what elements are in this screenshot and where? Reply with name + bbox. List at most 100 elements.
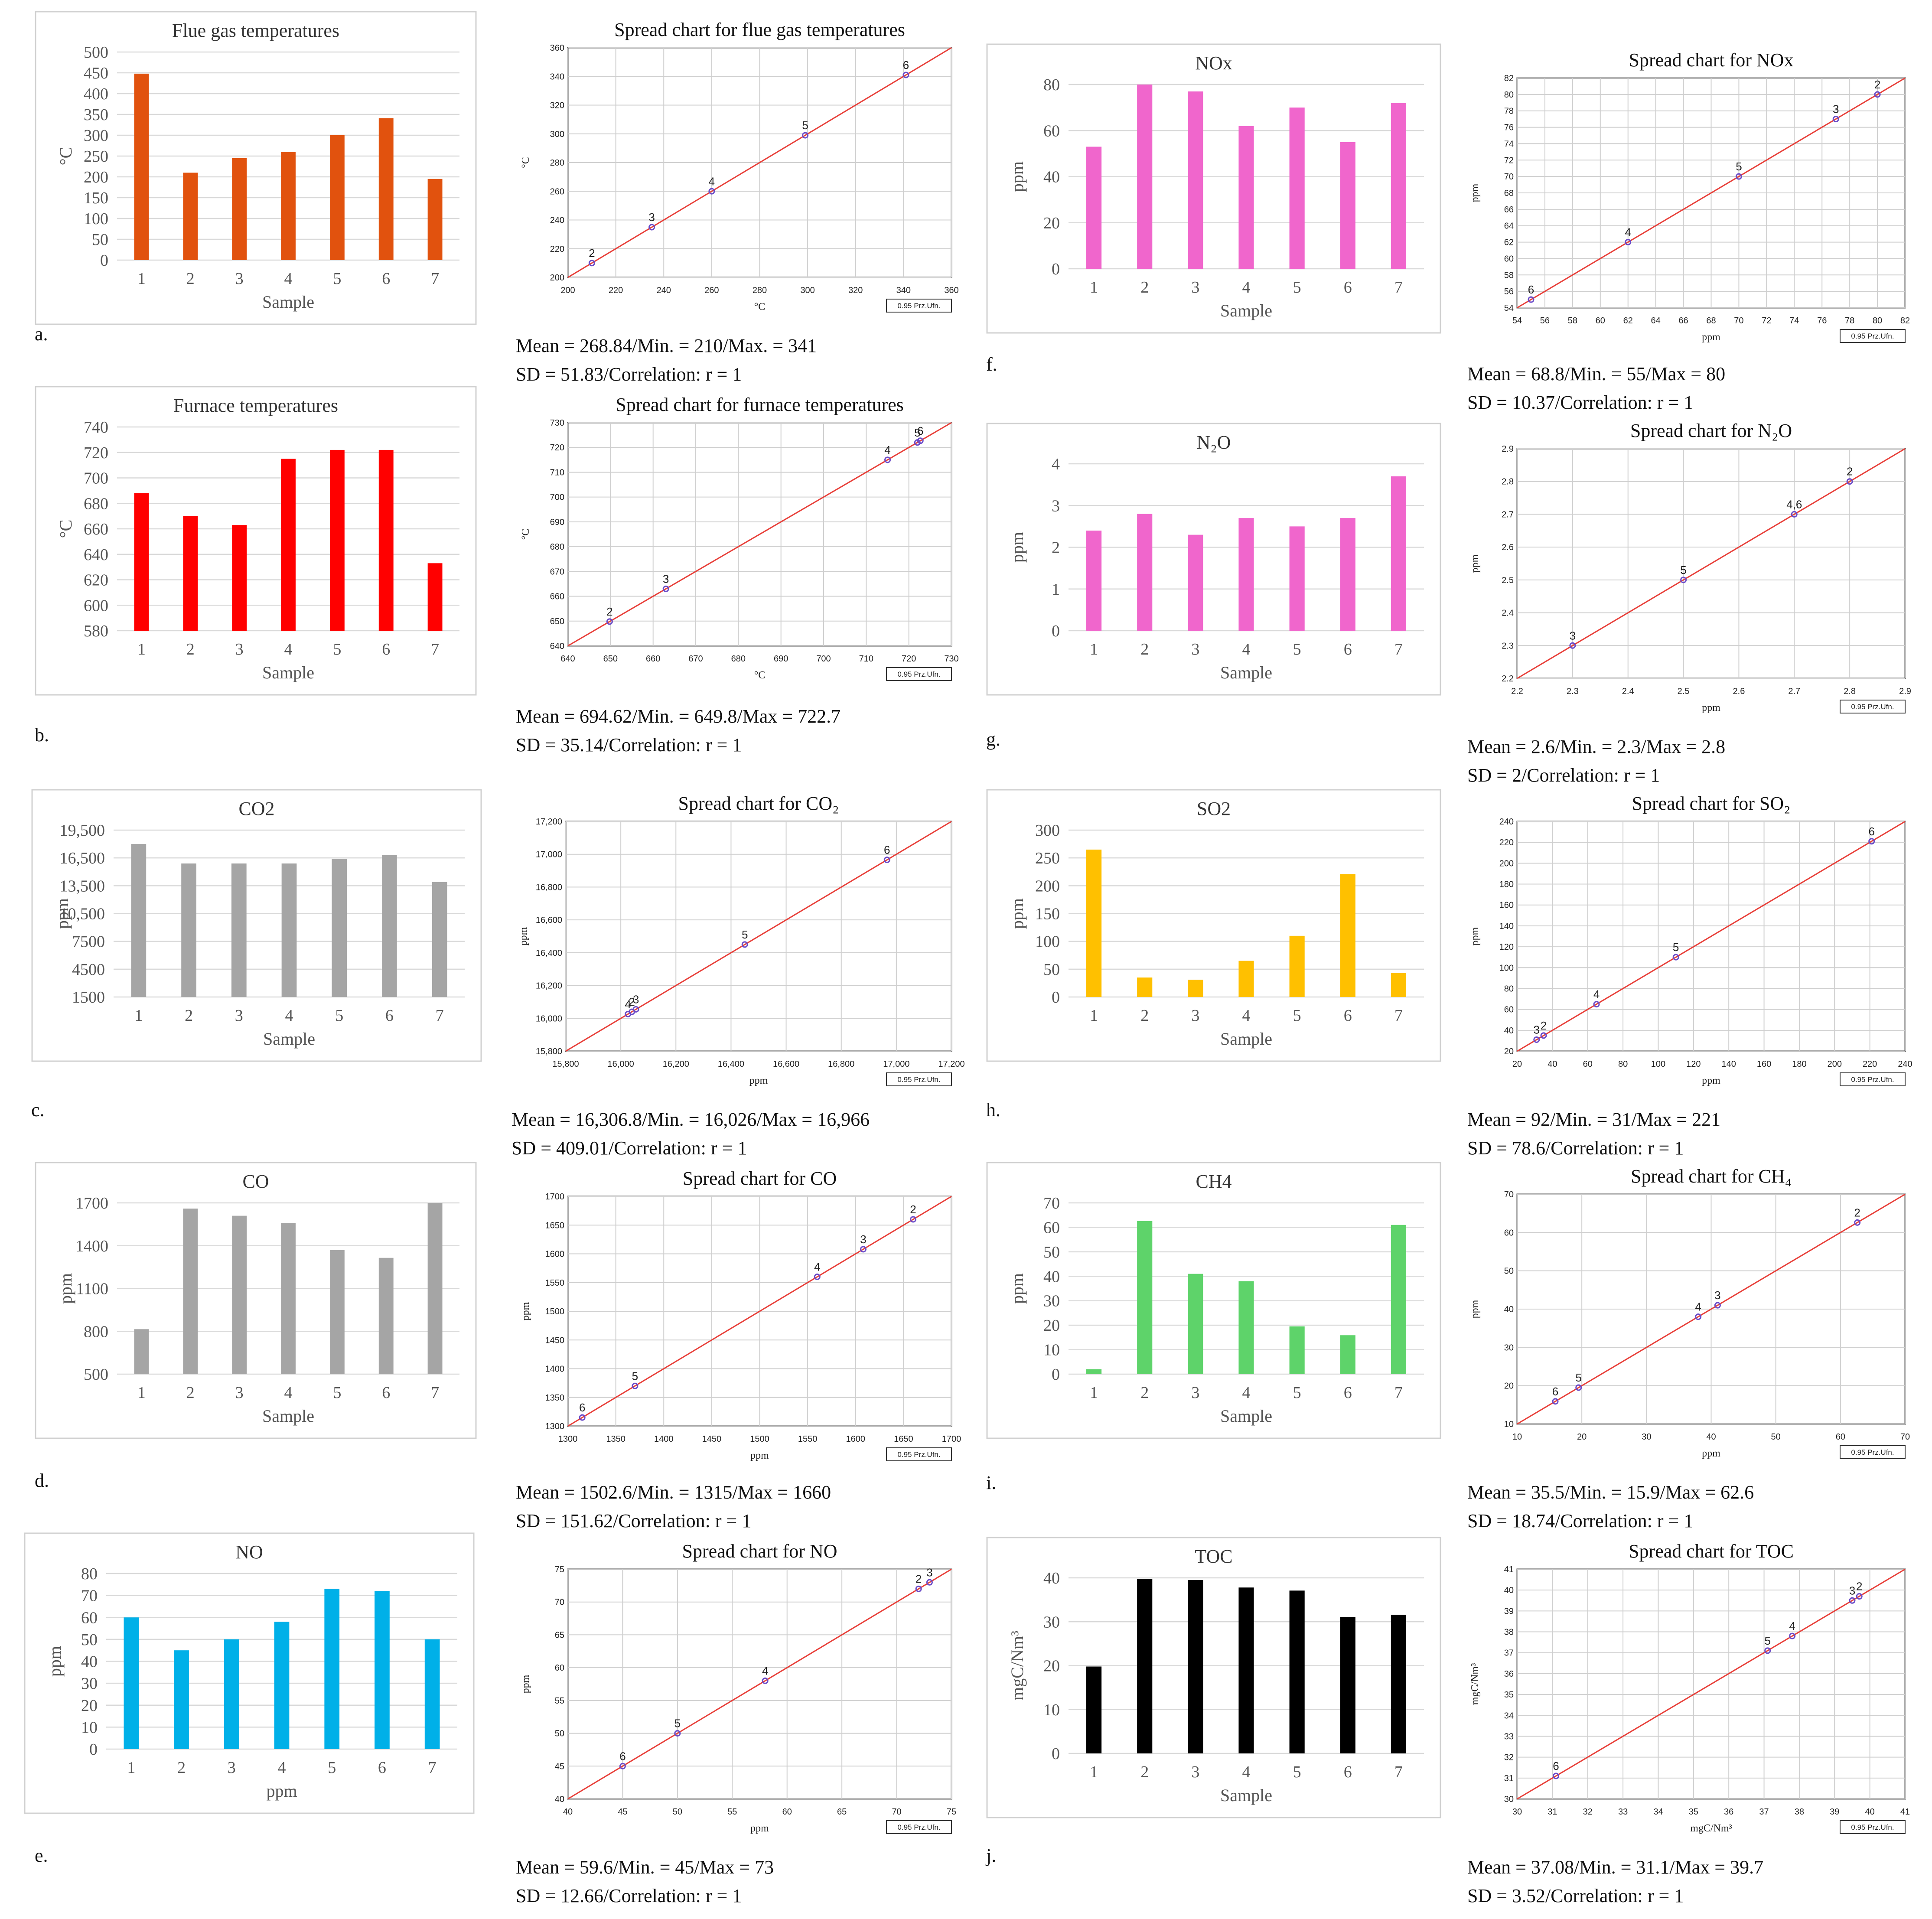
panel-label-j: j. <box>986 1845 997 1866</box>
y-tick-label: 680 <box>84 495 108 513</box>
bar <box>1340 142 1355 269</box>
data-point <box>579 1414 586 1421</box>
y-tick-label: 37 <box>1504 1649 1514 1658</box>
y-axis-title: ppm <box>518 927 529 945</box>
chart-title: TOC <box>1195 1546 1232 1567</box>
stats-j-line1: Mean = 37.08/Min. = 31.1/Max = 39.7 <box>1467 1857 1764 1878</box>
y-axis-title: ppm <box>52 898 72 929</box>
y-tick-label: 670 <box>550 567 564 577</box>
y-tick-label: 700 <box>550 493 564 502</box>
y-tick-label: 1400 <box>75 1237 108 1255</box>
co-spread-chart: Spread chart for CO 1300 1350 1400 1450 1500 1… <box>520 1168 961 1461</box>
bar <box>1188 534 1203 631</box>
point-label: 3 <box>1833 103 1839 116</box>
y-axis-title: ppm <box>1469 927 1481 945</box>
x-axis-title: Sample <box>1220 1406 1272 1426</box>
ch4-bar-chart: CH4 0 10 20 30 40 50 60 70 1 2 3 4 5 6 7 Sample ppm <box>986 1162 1441 1439</box>
y-tick-label: 20 <box>1043 214 1060 232</box>
bar <box>378 450 394 631</box>
x-tick-label: 7 <box>1394 278 1403 296</box>
y-axis-title: mgC/Nm³ <box>1007 1631 1027 1701</box>
point-label: 5 <box>1736 160 1742 173</box>
panel-label-f: f. <box>986 354 997 375</box>
bar <box>1391 103 1406 269</box>
y-tick-label: 70 <box>1504 172 1514 182</box>
y-tick-label: 16,400 <box>536 948 562 958</box>
y-tick-label: 75 <box>555 1565 564 1574</box>
y-tick-label: 0 <box>100 251 108 270</box>
data-point <box>1528 296 1535 303</box>
chart-frame <box>35 11 477 325</box>
x-tick-label: 6 <box>1344 278 1352 296</box>
y-tick-label: 54 <box>1504 303 1514 313</box>
x-tick-label: 4 <box>1242 1007 1251 1025</box>
confidence-legend-label: 0.95 Prz.Ufn. <box>1851 703 1894 711</box>
so2-spread-chart: Spread chart for SO₂ 20 40 60 80 100 120 140 160… <box>1469 793 1912 1086</box>
confidence-legend-label: 0.95 Prz.Ufn. <box>897 1823 940 1831</box>
y-tick-label: 600 <box>84 596 108 615</box>
x-axis-title: Sample <box>1220 1785 1272 1805</box>
bar <box>124 1617 139 1749</box>
chart-title: Spread chart for flue gas temperatures <box>614 19 905 40</box>
x-axis-title: ppm <box>750 1450 769 1461</box>
stats-h: Mean = 92/Min. = 31/Max = 221 SD = 78.6/… <box>1467 1105 1720 1163</box>
y-tick-label: 60 <box>1043 1219 1060 1237</box>
stats-h-line1: Mean = 92/Min. = 31/Max = 221 <box>1467 1109 1721 1130</box>
x-tick-label: 60 <box>1836 1432 1845 1442</box>
y-tick-label: 3 <box>1052 497 1060 515</box>
point-label: 4 <box>709 175 715 188</box>
data-point <box>1680 577 1687 583</box>
x-axis-title: Sample <box>1220 1029 1272 1049</box>
x-tick-label: 1 <box>1090 1763 1098 1781</box>
x-tick-label: 5 <box>1293 640 1301 658</box>
y-tick-label: 1500 <box>545 1307 565 1316</box>
bar <box>1238 1281 1254 1374</box>
point-label: 6 <box>1528 283 1534 296</box>
x-tick-label: 16,600 <box>773 1059 799 1069</box>
data-point <box>648 224 655 231</box>
x-tick-label: 360 <box>944 286 958 295</box>
data-point <box>1849 1597 1856 1604</box>
point-label: 2 <box>1541 1019 1547 1032</box>
y-tick-label: 730 <box>550 418 564 428</box>
y-tick-label: 31 <box>1504 1774 1514 1783</box>
chart-title: NOx <box>1195 52 1232 74</box>
y-tick-label: 250 <box>84 147 108 166</box>
y-tick-label: 200 <box>1499 859 1514 868</box>
x-tick-label: 120 <box>1686 1059 1701 1069</box>
y-tick-label: 1 <box>1052 580 1060 599</box>
x-tick-label: 7 <box>1394 1384 1403 1402</box>
x-tick-label: 2.3 <box>1567 687 1579 696</box>
x-tick-label: 1 <box>127 1759 135 1777</box>
point-label: 2 <box>916 1572 922 1585</box>
x-tick-label: 3 <box>1191 1007 1199 1025</box>
point-label: 5 <box>802 119 808 132</box>
x-tick-label: 56 <box>1540 316 1550 326</box>
co-bar-chart: CO 500 800 1100 1400 1700 1 2 3 4 5 6 7 Sample ppm <box>35 1162 477 1439</box>
y-tick-label: 220 <box>550 244 564 254</box>
bar <box>181 863 196 997</box>
x-tick-label: 50 <box>1771 1432 1781 1442</box>
bar <box>1289 108 1305 269</box>
y-axis-title: ppm <box>1469 554 1481 573</box>
x-tick-label: 1650 <box>894 1434 913 1444</box>
point-label: 3 <box>1849 1584 1855 1597</box>
bar <box>232 1215 247 1374</box>
bar <box>134 493 149 631</box>
y-tick-label: 620 <box>84 571 108 590</box>
data-point <box>632 1382 639 1389</box>
point-label: 6 <box>884 844 890 857</box>
bar <box>274 1622 290 1749</box>
x-tick-label: 1500 <box>750 1434 769 1444</box>
x-axis-title: Sample <box>1220 663 1272 682</box>
x-tick-label: 7 <box>428 1759 437 1777</box>
stats-d-line2: SD = 151.62/Correlation: r = 1 <box>516 1510 752 1531</box>
point-label: 2 <box>1854 1206 1860 1219</box>
y-tick-label: 1650 <box>545 1221 565 1230</box>
point-label: 4 <box>1625 226 1631 239</box>
confidence-legend-box <box>886 299 952 313</box>
stats-i-line2: SD = 18.74/Correlation: r = 1 <box>1467 1510 1694 1531</box>
